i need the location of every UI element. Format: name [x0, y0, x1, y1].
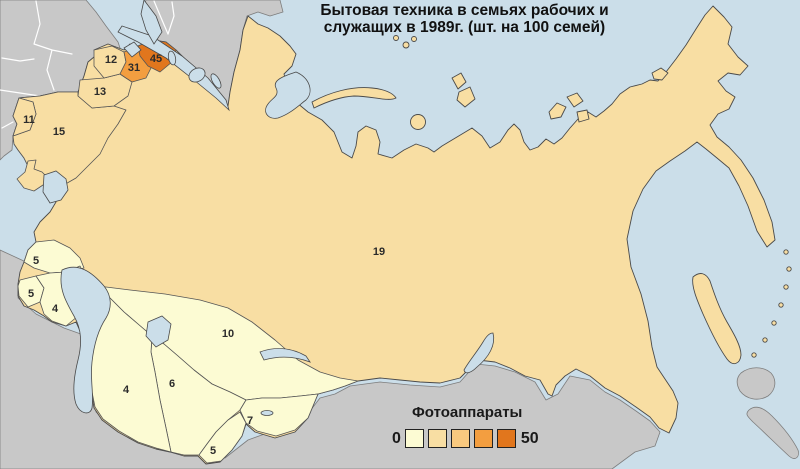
- sea-of-azov: [42, 170, 69, 204]
- region-value-armenia: 5: [28, 288, 34, 300]
- legend-min-label: 0: [392, 429, 401, 447]
- region-tajikistan: [198, 411, 247, 464]
- region-value-azerbaijan: 4: [52, 303, 59, 315]
- legend-swatch-2: [427, 429, 447, 448]
- region-value-uzbekistan: 6: [169, 378, 175, 390]
- franz-josef-island-2: [402, 41, 410, 49]
- new-siberian-islands: [651, 67, 669, 81]
- region-crimea: [16, 159, 49, 192]
- map-title: Бытовая техника в семьях рабочих и служа…: [292, 2, 637, 36]
- region-value-kazakhstan: 10: [222, 328, 234, 340]
- caspian-sea: [60, 266, 111, 414]
- region-value-lithuania: 12: [105, 54, 117, 66]
- region-value-belarus: 13: [94, 86, 106, 98]
- region-value-georgia: 5: [33, 255, 39, 267]
- sakhalin-island: [692, 273, 742, 365]
- legend-swatch-4: [473, 429, 493, 448]
- gulf-of-bothnia: [140, 0, 163, 45]
- franz-josef-island-1: [393, 35, 399, 41]
- gulf-of-riga: [123, 41, 142, 58]
- severnaya-zemlya-2: [566, 92, 584, 108]
- legend-title: Фотоаппараты: [412, 404, 523, 421]
- land-hokkaido: [736, 367, 776, 400]
- region-value-russia: 19: [373, 246, 385, 258]
- region-moldova: [12, 97, 37, 137]
- lake-baikal: [463, 332, 495, 374]
- land-honshu: [746, 406, 799, 459]
- region-value-latvia: 31: [128, 62, 140, 74]
- kolguyev-island: [410, 114, 426, 130]
- region-value-moldova: 11: [23, 114, 35, 126]
- kuril-islands: [751, 249, 792, 358]
- lake-ladoga: [188, 67, 206, 83]
- legend: Фотоаппараты 0 50: [392, 404, 539, 448]
- lake-onega: [210, 73, 222, 89]
- lake-balkhash: [259, 348, 312, 363]
- map-title-line2: служащих в 1989г. (шт. на 100 семей): [323, 19, 606, 36]
- islands-layer: [311, 35, 792, 365]
- region-value-estonia: 45: [150, 53, 162, 65]
- severnaya-zemlya-3: [576, 109, 590, 123]
- legend-scale: 0 50: [392, 429, 539, 448]
- region-value-ukraine: 15: [53, 126, 65, 138]
- vaygach-island-2: [456, 86, 476, 108]
- severnaya-zemlya-1: [548, 102, 567, 120]
- foreign-country-borders: [0, 0, 175, 129]
- lake-peipus: [167, 50, 177, 66]
- region-value-turkmenistan: 4: [123, 384, 130, 396]
- franz-josef-island-3: [411, 36, 417, 42]
- water-layer: [42, 0, 495, 416]
- legend-max-label: 50: [520, 429, 539, 447]
- map-title-line1: Бытовая техника в семьях рабочих и: [320, 2, 609, 19]
- legend-swatches: [404, 429, 516, 448]
- region-value-kyrgyzstan: 7: [247, 415, 253, 427]
- lake-issyk-kul: [260, 410, 274, 416]
- region-georgia: [23, 239, 85, 274]
- gulf-of-finland: [117, 25, 230, 112]
- region-value-labels: 19 45 31 12 13 11 15 5 5 4 10 4 6 7 5: [23, 53, 385, 457]
- legend-swatch-3: [450, 429, 470, 448]
- novaya-zemlya: [311, 87, 397, 109]
- aral-sea: [145, 315, 172, 348]
- legend-swatch-5: [496, 429, 516, 448]
- region-value-tajikistan: 5: [210, 445, 216, 457]
- vaygach-island-1: [451, 72, 467, 90]
- white-sea: [265, 71, 311, 119]
- legend-swatch-1: [404, 429, 424, 448]
